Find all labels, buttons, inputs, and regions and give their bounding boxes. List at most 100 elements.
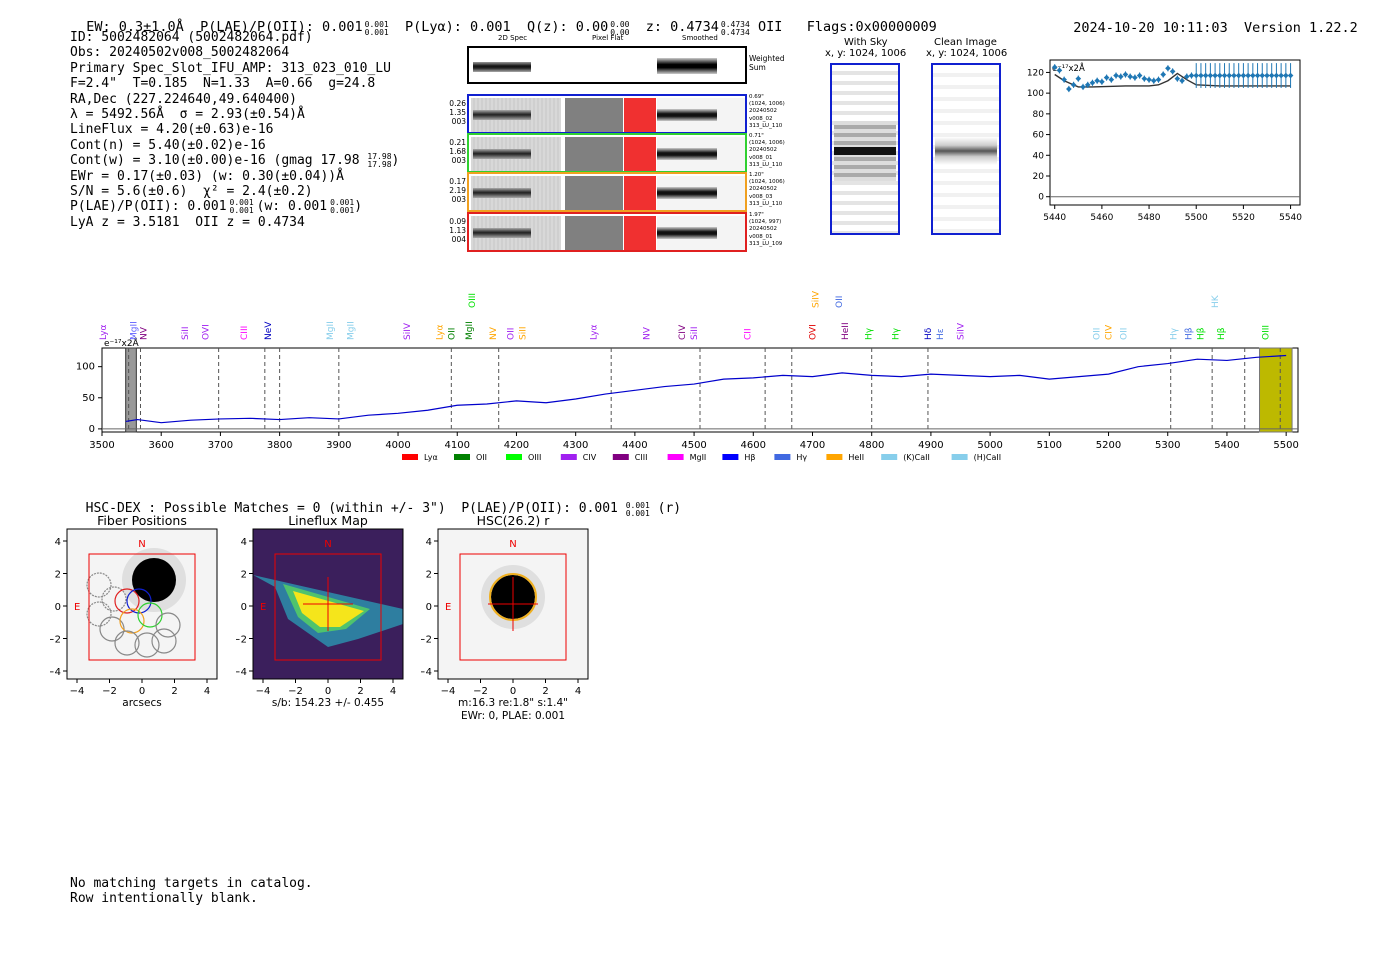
zoom-data-point bbox=[1132, 74, 1138, 81]
info-contw: Cont(w) = 3.10(±0.00)e-16 (gmag 17.98 bbox=[70, 153, 360, 169]
zoom-xtick-label: 5480 bbox=[1138, 213, 1161, 223]
header-flags: Flags:0x00000009 bbox=[806, 19, 937, 35]
full-shaded-gray bbox=[125, 347, 137, 433]
search-box bbox=[274, 553, 382, 661]
info-plae-w-lo: 0.001 bbox=[330, 206, 355, 216]
east-label: E bbox=[74, 602, 80, 613]
cutout-pixelflat-bad bbox=[624, 137, 656, 171]
panel-xtick-label: 2 bbox=[357, 686, 363, 697]
cutout-row-right-value: 20240502 bbox=[749, 147, 777, 154]
info-plae-hi: 0.001 bbox=[229, 198, 254, 208]
east-label: E bbox=[445, 602, 451, 613]
cutout-smoothed bbox=[657, 216, 745, 250]
full-spectrum-line bbox=[125, 354, 1287, 424]
legend-label: OII bbox=[476, 453, 487, 462]
zoom-yunit-label: e⁻¹⁷x2Å bbox=[1052, 62, 1085, 74]
full-xtick-label: 4300 bbox=[563, 440, 588, 451]
panel-xtick-label: 2 bbox=[542, 686, 548, 697]
full-ytick-label: 0 bbox=[89, 424, 95, 435]
full-line-label: Hγ bbox=[1170, 327, 1180, 340]
zoom-data-point bbox=[1056, 67, 1063, 74]
panel-ytick-label: 4 bbox=[241, 537, 247, 548]
legend-swatch bbox=[667, 454, 684, 460]
zoom-ytick-label: 20 bbox=[1033, 172, 1045, 182]
full-line-label: Hβ bbox=[1196, 327, 1206, 340]
full-line-label: SiIV bbox=[403, 322, 413, 340]
panel-xtick-label: 2 bbox=[171, 686, 177, 697]
legend-swatch bbox=[774, 454, 791, 460]
full-spectrum-chart: 0 50 100 3500 3600 3700 3800 3900 4000 4100 4200 43… bbox=[76, 290, 1299, 462]
legend-label: (K)CaII bbox=[903, 453, 930, 462]
panel-xtick-label: −2 bbox=[102, 686, 117, 697]
col-label-smoothed: Smoothed bbox=[682, 34, 718, 42]
panel-xtick-label: 0 bbox=[139, 686, 145, 697]
cutout-row-left-value: 004 bbox=[451, 235, 466, 244]
full-line-label: NV bbox=[643, 326, 653, 340]
full-line-label: Hγ bbox=[865, 327, 875, 340]
full-line-label: Lyα bbox=[435, 324, 445, 340]
cutout-pixelflat-bad bbox=[624, 98, 656, 132]
zoom-data-point bbox=[1198, 63, 1204, 88]
cutout-row-right-label: 1.97" (1024, 997) 20240502 v008_01 313_LU_10… bbox=[749, 212, 799, 248]
zoom-ytick-label: 80 bbox=[1033, 110, 1045, 120]
zoom-ytick-label: 0 bbox=[1038, 193, 1044, 203]
zoom-data-point bbox=[1212, 63, 1218, 88]
zoom-data-point bbox=[1250, 63, 1256, 88]
header-right: 2024-10-20 10:11:03 Version 1.22.2 bbox=[1057, 4, 1358, 36]
full-line-label: Hε bbox=[936, 328, 946, 340]
header-bar: EW: 0.3±1.0Å P(LAE)/P(OII): 0.001 0.001 0.… bbox=[70, 3, 937, 37]
full-line-label: MgII bbox=[347, 321, 357, 340]
panel-title: HSC(26.2) r bbox=[477, 513, 551, 528]
clean-image-xy: x, y: 1024, 1006 bbox=[926, 48, 1008, 59]
info-lyaz: LyA z = 3.5181 OII z = 0.4734 bbox=[70, 214, 305, 230]
cutout-row bbox=[467, 133, 747, 173]
legend-label: CIV bbox=[583, 453, 597, 462]
cutout-row bbox=[467, 94, 747, 134]
full-line-label: OII bbox=[1093, 328, 1103, 340]
cutout-row bbox=[467, 212, 747, 252]
zoom-xtick-label: 5500 bbox=[1185, 213, 1208, 223]
zoom-spectrum-chart: 0 20 40 60 80 100 120 5440 5460 5480 5500 5520 5540 e… bbox=[1027, 59, 1302, 223]
legend-label: Hβ bbox=[744, 453, 755, 462]
full-xtick-label: 4800 bbox=[859, 440, 884, 451]
zoom-ytick-label: 100 bbox=[1027, 89, 1044, 99]
panel-xtick-label: 4 bbox=[390, 686, 396, 697]
north-label: N bbox=[138, 539, 145, 550]
legend-swatch bbox=[560, 454, 577, 460]
zoom-ytick-label: 40 bbox=[1033, 151, 1045, 161]
zoom-data-point bbox=[1174, 75, 1181, 82]
header-plae-hi: 0.001 bbox=[364, 20, 389, 29]
legend-label: Hγ bbox=[796, 453, 807, 462]
legend-label: CIII bbox=[635, 453, 648, 462]
cutout-2dspec bbox=[471, 137, 561, 171]
cutout-row-right-value: 20240502 bbox=[749, 108, 777, 115]
zoom-xtick-label: 5440 bbox=[1043, 213, 1066, 223]
full-line-label: SiIV bbox=[957, 322, 967, 340]
full-line-label: SiII bbox=[690, 326, 700, 340]
header-z: z: 0.4734 bbox=[645, 19, 719, 35]
full-line-label: NV bbox=[489, 326, 499, 340]
hsc-line-hi: 0.001 bbox=[625, 501, 650, 510]
zoom-data-point bbox=[1141, 75, 1148, 82]
panel-ytick-label: 4 bbox=[426, 537, 432, 548]
full-xtick-label: 4400 bbox=[622, 440, 647, 451]
cutout-row-right-value: (1024, 1006) bbox=[749, 179, 785, 186]
info-plae-row: P(LAE)/P(OII): 0.001 0.001 0.001 (w: 0.001 0… bbox=[70, 198, 363, 216]
cutout-row-left-value: 003 bbox=[451, 195, 466, 204]
full-line-label: MgII bbox=[326, 321, 336, 340]
legend-label: MgII bbox=[690, 453, 707, 462]
cutout-row-left-label: 0.26 1.35 003 bbox=[440, 99, 466, 126]
cutout-row-left-label: 0.17 2.19 003 bbox=[440, 177, 466, 204]
panel-ytick-label: −2 bbox=[50, 635, 61, 646]
panel-ytick-label: −2 bbox=[421, 635, 432, 646]
weighted-sum-cutout bbox=[467, 46, 747, 84]
col-label-pixelflat: Pixel Flat bbox=[592, 34, 624, 42]
sky-images: With Sky x, y: 1024, 1006 Clean Image x,… bbox=[820, 37, 1020, 237]
zoom-data-point bbox=[1231, 63, 1237, 88]
full-line-label: OIII bbox=[1261, 325, 1271, 340]
info-lambda: λ = 5492.56Å σ = 2.93(±0.54)Å bbox=[70, 106, 305, 122]
full-line-label: CIII bbox=[240, 326, 250, 340]
full-xtick-label: 4000 bbox=[385, 440, 410, 451]
panel-xtick-label: −4 bbox=[70, 686, 85, 697]
cutout-pixelflat-bad bbox=[624, 176, 656, 210]
